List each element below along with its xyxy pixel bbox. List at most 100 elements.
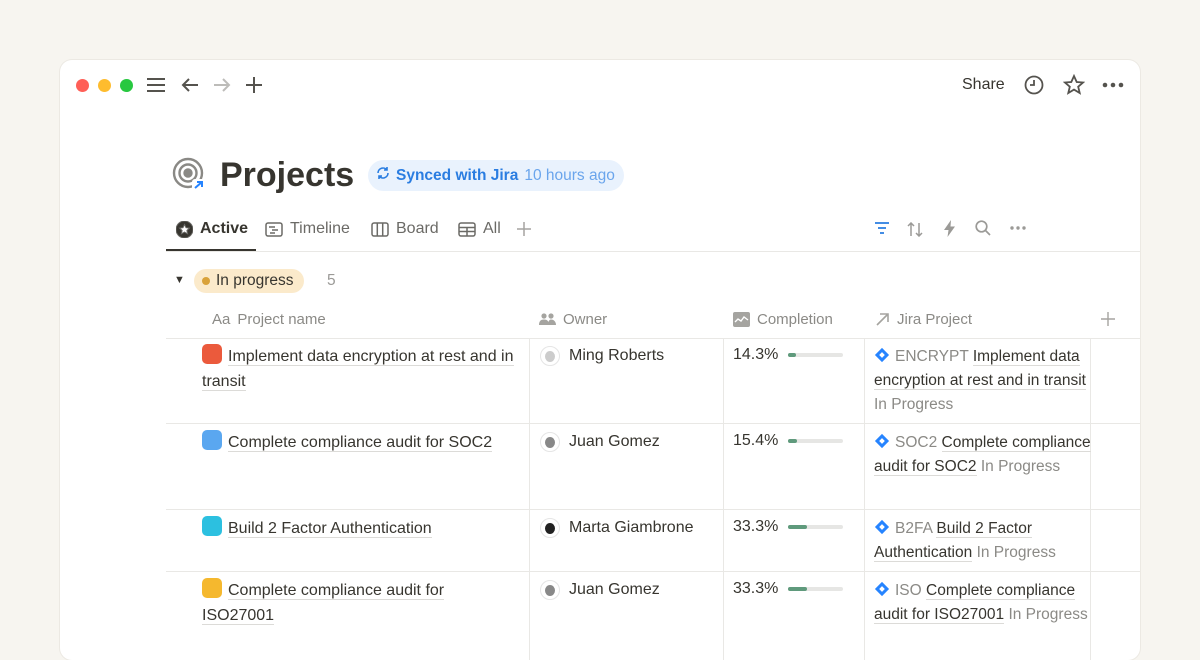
jira-diamond-icon bbox=[874, 519, 890, 535]
jira-issue-link[interactable]: Build 2 Factor Authentication bbox=[874, 520, 1033, 562]
plus-icon[interactable] bbox=[244, 75, 264, 95]
project-link[interactable]: Build 2 Factor Authentication bbox=[228, 520, 432, 538]
avatar bbox=[540, 518, 560, 538]
group-count: 5 bbox=[327, 272, 336, 289]
column-header-owner[interactable]: Owner bbox=[539, 300, 607, 338]
add-view-plus-icon[interactable] bbox=[516, 221, 532, 237]
owner-name: Ming Roberts bbox=[569, 347, 665, 364]
jira-status: In Progress bbox=[980, 458, 1061, 475]
sync-icon bbox=[376, 166, 390, 185]
project-name-cell[interactable]: Implement data encryption at rest and in… bbox=[202, 344, 522, 394]
progress-bar bbox=[788, 439, 844, 443]
maximize-window-button[interactable] bbox=[120, 79, 133, 92]
status-dot bbox=[202, 277, 210, 285]
project-link[interactable]: Complete compliance audit for ISO27001 bbox=[202, 582, 445, 625]
avatar bbox=[540, 580, 560, 600]
sync-time: 10 hours ago bbox=[524, 166, 615, 184]
jira-key: ENCRYPT bbox=[895, 348, 969, 365]
owner-cell[interactable]: Juan Gomez bbox=[540, 432, 660, 452]
more-options-icon[interactable] bbox=[1008, 220, 1028, 236]
jira-diamond-icon bbox=[874, 433, 890, 449]
project-icon bbox=[202, 578, 222, 598]
more-icon[interactable] bbox=[1101, 74, 1125, 96]
progress-bar bbox=[788, 587, 844, 591]
group-status-badge[interactable]: In progress bbox=[194, 269, 304, 293]
jira-status: In Progress bbox=[1008, 606, 1088, 623]
tab-label: Timeline bbox=[290, 220, 350, 237]
people-icon bbox=[539, 313, 556, 325]
tab-label: All bbox=[483, 220, 501, 237]
jira-sync-badge[interactable]: Synced with Jira 10 hours ago bbox=[368, 160, 624, 191]
project-link[interactable]: Implement data encryption at rest and in… bbox=[202, 348, 514, 391]
forward-arrow-icon[interactable] bbox=[212, 75, 232, 95]
column-header-project-name[interactable]: Aa Project name bbox=[212, 300, 326, 338]
progress-bar bbox=[788, 525, 844, 529]
completion-cell: 33.3% bbox=[733, 518, 844, 536]
board-icon bbox=[371, 221, 389, 237]
jira-issue-link[interactable]: Complete compliance audit for SOC2 bbox=[874, 434, 1091, 476]
automation-bolt-icon[interactable] bbox=[941, 219, 957, 237]
progress-bar bbox=[788, 353, 844, 357]
tab-active[interactable]: Active bbox=[176, 220, 248, 238]
star-icon[interactable] bbox=[1062, 73, 1086, 97]
search-icon[interactable] bbox=[974, 219, 992, 237]
jira-issue-link[interactable]: Implement data encryption at rest and in… bbox=[874, 348, 1086, 390]
back-arrow-icon[interactable] bbox=[180, 75, 200, 95]
chart-icon bbox=[733, 311, 750, 327]
avatar bbox=[540, 346, 560, 366]
project-link[interactable]: Complete compliance audit for SOC2 bbox=[228, 434, 493, 452]
owner-cell[interactable]: Juan Gomez bbox=[540, 580, 660, 600]
completion-value: 33.3% bbox=[733, 518, 779, 535]
jira-project-cell[interactable]: B2FA Build 2 Factor Authentication In Pr… bbox=[874, 517, 1092, 565]
jira-key: ISO bbox=[895, 582, 922, 599]
add-column-plus-icon[interactable] bbox=[1100, 311, 1116, 327]
column-label: Owner bbox=[563, 310, 608, 328]
jira-project-cell[interactable]: ENCRYPT Implement data encryption at res… bbox=[874, 345, 1092, 417]
completion-value: 33.3% bbox=[733, 580, 779, 597]
collapse-group-toggle[interactable]: ▼ bbox=[174, 274, 185, 286]
completion-cell: 14.3% bbox=[733, 346, 844, 364]
jira-diamond-icon bbox=[874, 347, 890, 363]
owner-cell[interactable]: Ming Roberts bbox=[540, 346, 664, 366]
column-header-completion[interactable]: Completion bbox=[733, 300, 833, 338]
jira-issue-link[interactable]: Complete compliance audit for ISO27001 bbox=[874, 582, 1076, 624]
tab-label: Board bbox=[396, 220, 439, 237]
jira-project-cell[interactable]: SOC2 Complete compliance audit for SOC2 … bbox=[874, 431, 1092, 479]
project-name-cell[interactable]: Complete compliance audit for ISO27001 bbox=[202, 578, 482, 628]
avatar bbox=[540, 432, 560, 452]
tab-timeline[interactable]: Timeline bbox=[265, 220, 350, 238]
page-title: Projects bbox=[220, 156, 355, 194]
completion-value: 14.3% bbox=[733, 346, 779, 363]
column-header-jira-project[interactable]: Jira Project bbox=[875, 300, 972, 338]
close-window-button[interactable] bbox=[76, 79, 89, 92]
project-name-cell[interactable]: Build 2 Factor Authentication bbox=[202, 516, 522, 542]
menu-icon[interactable] bbox=[146, 75, 166, 95]
history-clock-icon[interactable] bbox=[1023, 74, 1045, 96]
jira-key: SOC2 bbox=[895, 434, 938, 451]
jira-status: In Progress bbox=[976, 544, 1056, 561]
jira-diamond-icon bbox=[874, 581, 890, 597]
project-icon bbox=[202, 430, 222, 450]
jira-status: In Progress bbox=[874, 396, 954, 413]
table-icon bbox=[458, 221, 476, 237]
project-icon bbox=[202, 516, 222, 536]
sort-icon[interactable] bbox=[906, 220, 924, 238]
sync-label: Synced with Jira bbox=[396, 166, 519, 184]
column-label: Jira Project bbox=[897, 310, 973, 328]
tab-all[interactable]: All bbox=[458, 220, 501, 238]
completion-cell: 15.4% bbox=[733, 432, 844, 450]
tab-board[interactable]: Board bbox=[371, 220, 439, 238]
relation-arrow-icon bbox=[876, 312, 889, 326]
tab-label: Active bbox=[200, 220, 249, 237]
project-name-cell[interactable]: Complete compliance audit for SOC2 bbox=[202, 430, 522, 456]
share-button[interactable]: Share bbox=[962, 76, 1005, 93]
app-window: Share Projects Synced with Jira 10 hours… bbox=[60, 60, 1140, 660]
jira-project-cell[interactable]: ISO Complete compliance audit for ISO270… bbox=[874, 579, 1092, 627]
group-label: In progress bbox=[216, 272, 294, 289]
owner-cell[interactable]: Marta Giambrone bbox=[540, 518, 694, 538]
owner-name: Marta Giambrone bbox=[569, 519, 694, 536]
filter-icon[interactable] bbox=[874, 220, 890, 236]
column-label: Completion bbox=[757, 310, 833, 328]
minimize-window-button[interactable] bbox=[98, 79, 111, 92]
owner-name: Juan Gomez bbox=[569, 581, 660, 598]
